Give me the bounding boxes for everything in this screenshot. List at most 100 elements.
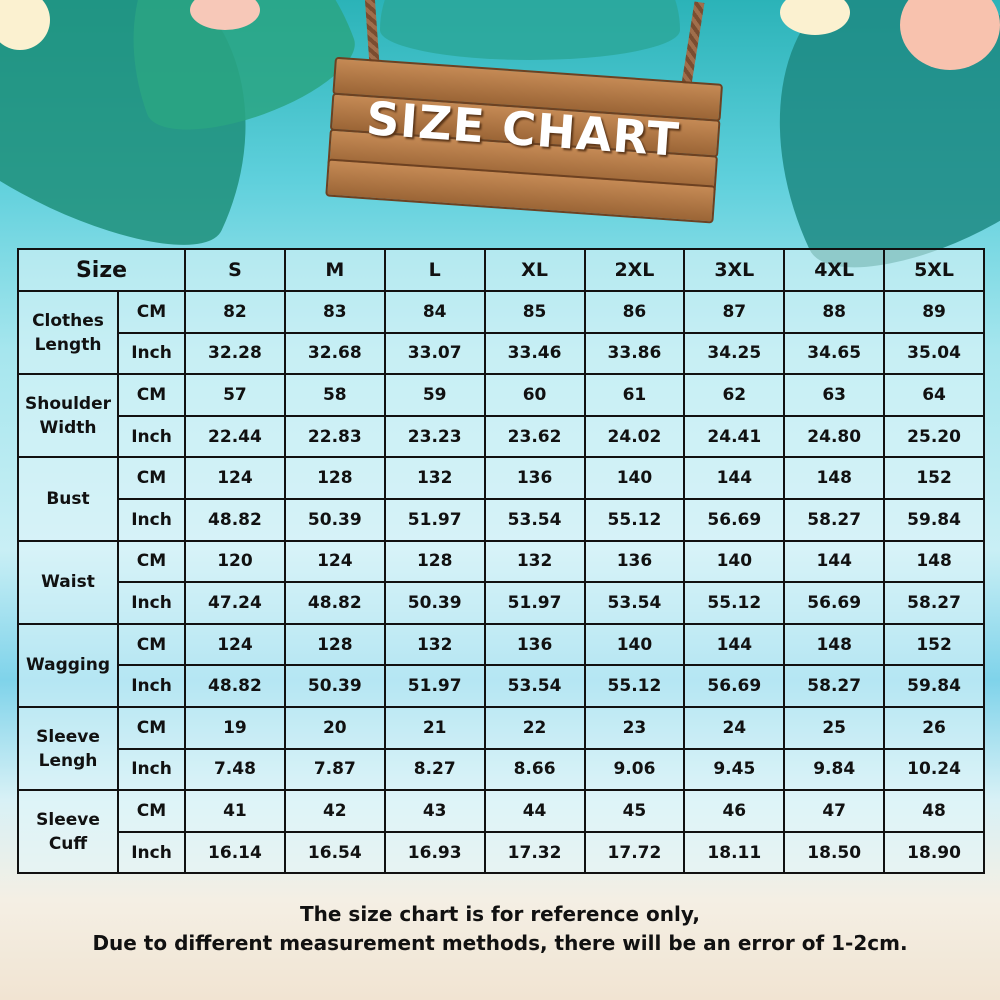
unit-label: CM bbox=[117, 373, 186, 417]
table-cell: 16.93 bbox=[383, 830, 486, 875]
table-cell: 56.69 bbox=[683, 664, 786, 708]
table-cell: 128 bbox=[283, 456, 386, 500]
table-row: Inch 16.14 16.54 16.93 17.32 17.72 18.11 18.50 1… bbox=[18, 830, 985, 875]
column-header-5xl: 5XL bbox=[883, 248, 985, 292]
table-cell: 148 bbox=[783, 622, 886, 667]
column-header-s: S bbox=[184, 248, 286, 292]
table-cell: 16.54 bbox=[283, 830, 386, 875]
table-cell: 136 bbox=[583, 539, 686, 584]
table-cell: 132 bbox=[483, 539, 586, 584]
table-cell: 152 bbox=[883, 622, 985, 667]
measurement-label: Waist bbox=[17, 539, 119, 625]
unit-label: Inch bbox=[117, 664, 186, 708]
table-cell: 136 bbox=[483, 456, 586, 500]
unit-label: Inch bbox=[117, 581, 186, 625]
table-cell: 55.12 bbox=[583, 497, 686, 542]
measurement-label-line: Lengh bbox=[38, 750, 98, 771]
table-cell: 132 bbox=[383, 456, 486, 500]
table-row: Inch 48.82 50.39 51.97 53.54 55.12 56.69 58.27 5… bbox=[18, 497, 985, 542]
table-cell: 144 bbox=[783, 539, 886, 584]
note-line-2: Due to different measurement methods, th… bbox=[92, 931, 908, 955]
table-cell: 16.14 bbox=[184, 830, 286, 875]
table-cell: 63 bbox=[783, 373, 886, 417]
unit-label: Inch bbox=[117, 747, 186, 792]
column-header-3xl: 3XL bbox=[683, 248, 786, 292]
table-cell: 23 bbox=[583, 705, 686, 750]
unit-label: CM bbox=[117, 789, 186, 833]
table-row: Inch 22.44 22.83 23.23 23.62 24.02 24.41 24.80 2… bbox=[18, 414, 985, 459]
table-cell: 62 bbox=[683, 373, 786, 417]
table-cell: 9.84 bbox=[783, 747, 886, 792]
table-cell: 25.20 bbox=[883, 414, 985, 459]
table-row: Clothes Length CM 82 83 84 85 86 87 88 89 bbox=[17, 289, 985, 376]
column-header-2xl: 2XL bbox=[583, 248, 686, 292]
table-cell: 152 bbox=[883, 456, 985, 500]
table-cell: 46 bbox=[683, 789, 786, 833]
table-cell: 140 bbox=[683, 539, 786, 584]
unit-label: Inch bbox=[117, 497, 186, 542]
table-cell: 33.07 bbox=[383, 331, 486, 376]
table-cell: 89 bbox=[883, 290, 985, 334]
unit-label: Inch bbox=[117, 830, 186, 875]
table-row: Sleeve Lengh CM 19 20 21 22 23 24 25 26 bbox=[17, 705, 985, 792]
unit-label: CM bbox=[117, 622, 186, 667]
table-cell: 35.04 bbox=[883, 331, 985, 376]
table-cell: 59.84 bbox=[883, 497, 985, 542]
measurement-label-line: Sleeve bbox=[36, 726, 100, 747]
table-cell: 88 bbox=[783, 290, 886, 334]
table-cell: 43 bbox=[383, 789, 486, 833]
table-cell: 48 bbox=[883, 789, 985, 833]
table-cell: 25 bbox=[783, 705, 886, 750]
measurement-label: Sleeve Cuff bbox=[17, 789, 119, 875]
size-table: Size S M L XL 2XL 3XL 4XL 5XL Clothes Length CM 82… bbox=[17, 248, 985, 875]
measurement-label: Bust bbox=[17, 456, 119, 542]
size-header: Size bbox=[17, 248, 186, 292]
table-cell: 32.28 bbox=[184, 331, 286, 376]
table-cell: 86 bbox=[583, 290, 686, 334]
table-cell: 7.48 bbox=[184, 747, 286, 792]
column-header-4xl: 4XL bbox=[783, 248, 886, 292]
table-cell: 22.83 bbox=[283, 414, 386, 459]
table-row: Wagging CM 124 128 132 136 140 144 148 152 bbox=[17, 622, 985, 708]
table-cell: 20 bbox=[283, 705, 386, 750]
table-cell: 124 bbox=[283, 539, 386, 584]
table-cell: 53.54 bbox=[483, 497, 586, 542]
table-cell: 82 bbox=[184, 290, 286, 334]
table-cell: 19 bbox=[184, 705, 286, 750]
measurement-label-line: Wagging bbox=[25, 655, 111, 676]
table-cell: 60 bbox=[483, 373, 586, 417]
table-cell: 58.27 bbox=[883, 581, 985, 625]
table-cell: 7.87 bbox=[283, 747, 386, 792]
table-cell: 140 bbox=[583, 456, 686, 500]
table-row: Inch 32.28 32.68 33.07 33.46 33.86 34.25 34.65 3… bbox=[18, 331, 985, 376]
table-cell: 55.12 bbox=[583, 664, 686, 708]
table-cell: 83 bbox=[283, 290, 386, 334]
table-cell: 17.72 bbox=[583, 830, 686, 875]
note-line-1: The size chart is for reference only, bbox=[300, 902, 700, 926]
table-cell: 64 bbox=[883, 373, 985, 417]
unit-label: Inch bbox=[117, 331, 186, 376]
table-cell: 53.54 bbox=[483, 664, 586, 708]
measurement-label-line: Waist bbox=[41, 572, 95, 593]
flower-icon bbox=[780, 0, 850, 35]
table-cell: 128 bbox=[283, 622, 386, 667]
measurement-label-line: Cuff bbox=[48, 833, 88, 854]
flower-icon bbox=[900, 0, 1000, 70]
table-cell: 58 bbox=[283, 373, 386, 417]
table-cell: 50.39 bbox=[383, 581, 486, 625]
unit-label: CM bbox=[117, 539, 186, 584]
table-cell: 10.24 bbox=[883, 747, 985, 792]
table-cell: 51.97 bbox=[383, 497, 486, 542]
table-cell: 8.66 bbox=[483, 747, 586, 792]
measurement-label: Shoulder Width bbox=[17, 373, 119, 459]
table-cell: 32.68 bbox=[283, 331, 386, 376]
table-row: Bust CM 124 128 132 136 140 144 148 152 bbox=[17, 456, 985, 542]
table-cell: 120 bbox=[184, 539, 286, 584]
table-cell: 87 bbox=[683, 290, 786, 334]
table-cell: 24.80 bbox=[783, 414, 886, 459]
table-cell: 18.50 bbox=[783, 830, 886, 875]
table-cell: 128 bbox=[383, 539, 486, 584]
table-cell: 148 bbox=[783, 456, 886, 500]
header-row: Size S M L XL 2XL 3XL 4XL 5XL bbox=[17, 248, 985, 292]
table-cell: 140 bbox=[583, 622, 686, 667]
